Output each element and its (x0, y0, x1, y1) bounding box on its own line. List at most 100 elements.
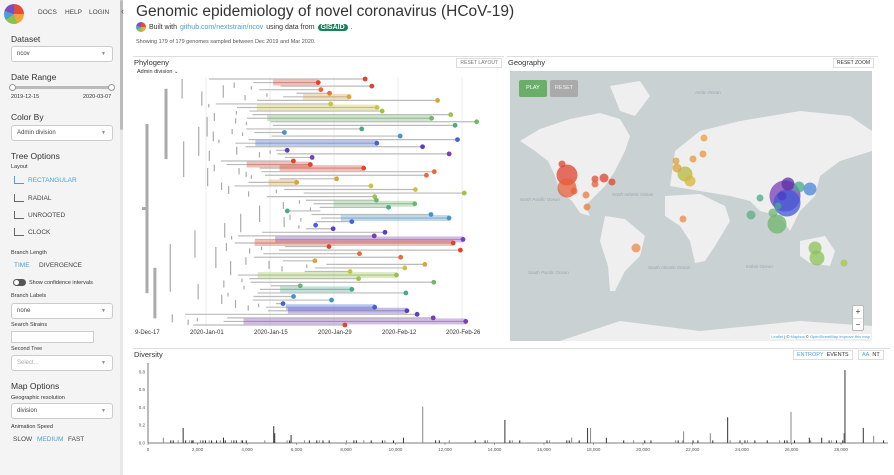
speed-slow[interactable]: SLOW (13, 436, 33, 443)
docs-link[interactable]: DOCS (38, 9, 57, 16)
reset-layout-button[interactable]: RESET LAYOUT (456, 58, 502, 68)
tree-tip (282, 130, 287, 135)
date-start: 2019-12-15 (11, 94, 40, 100)
geo-resolution-select[interactable]: division ▼ (11, 403, 113, 419)
slider-handle-start[interactable] (9, 83, 16, 91)
radial-icon (14, 194, 24, 202)
location-bubble (840, 259, 848, 267)
tree-tip (420, 144, 425, 150)
play-button[interactable]: PLAY (519, 80, 547, 97)
clade-highlight (273, 79, 319, 86)
entropy-bar (546, 440, 548, 443)
tree-tip (448, 112, 454, 118)
entropy-bar (346, 440, 347, 443)
entropy-bar (727, 417, 729, 443)
branch-labels-select[interactable]: none ▼ (11, 303, 113, 319)
date-range-slider[interactable] (9, 83, 115, 91)
entropy-chart[interactable]: 0.0 0.2 0.4 0.6 0.8 0 2,000 4,000 6,000 8,000 10,0… (133, 349, 890, 459)
clade-highlight (255, 140, 377, 147)
tree-tip (297, 283, 303, 289)
entropy-bar (274, 433, 276, 443)
toggle-switch[interactable] (13, 279, 26, 286)
entropy-bar (192, 440, 194, 443)
tree-tip (372, 304, 378, 310)
legend-label: Admin division (137, 69, 173, 75)
slider-handle-end[interactable] (108, 83, 115, 91)
events-button[interactable]: EVENTS (826, 352, 849, 358)
color-by-select[interactable]: Admin division ▼ (11, 125, 113, 141)
entropy-bar (746, 440, 748, 443)
nt-button[interactable]: NT (872, 352, 880, 358)
second-tree-select[interactable]: Select... ▼ (11, 355, 113, 371)
entropy-bar (744, 440, 746, 443)
collapse-sidebar-icon[interactable]: ‹ (121, 6, 124, 16)
leaflet-link[interactable]: Leaflet (771, 334, 784, 339)
sidebar-scrollbar[interactable] (120, 0, 123, 475)
map-options-label: Map Options (11, 381, 60, 391)
zoom-out-button[interactable]: − (855, 320, 861, 329)
entropy-bar (519, 440, 521, 443)
tree-tip (397, 133, 403, 139)
osm-link[interactable]: OpenStreetMap (809, 334, 839, 339)
entropy-bar (836, 440, 838, 443)
branch-divergence-button[interactable]: DIVERGENCE (39, 262, 82, 269)
confidence-toggle[interactable]: Show confidence intervals (13, 279, 93, 286)
y-tick-label: 0.8 (139, 369, 146, 374)
entropy-bar (435, 440, 437, 443)
layout-unrooted[interactable]: UNROOTED (14, 211, 65, 219)
location-bubble (699, 150, 707, 158)
phylogeny-tree[interactable] (133, 57, 504, 347)
layout-radial[interactable]: RADIAL (14, 194, 51, 202)
phylogeny-title: Phylogeny (134, 58, 170, 67)
tree-tip (455, 137, 460, 143)
zoom-in-button[interactable]: + (853, 306, 863, 319)
nextstrain-small-logo (136, 22, 146, 32)
tree-tip (398, 254, 404, 260)
diversity-panel: Diversity ENTROPY EVENTS AA NT 0.0 0.2 0.4 0.… (133, 348, 890, 458)
tree-tip (334, 176, 339, 182)
confidence-label: Show confidence intervals (29, 279, 93, 286)
tree-tip (373, 197, 379, 203)
gisaid-logo[interactable]: GISAID (317, 23, 348, 31)
map[interactable]: North Pacific Ocean North Atlantic Ocean S… (510, 71, 872, 341)
reset-zoom-button[interactable]: RESET ZOOM (833, 58, 874, 68)
tree-tip (386, 204, 391, 210)
reset-map-button[interactable]: RESET (550, 80, 578, 97)
x-tick-label: 28,000 (834, 447, 848, 452)
chevron-down-icon: ⌄ (174, 69, 179, 75)
entropy-bar (484, 440, 486, 443)
scrollbar-thumb[interactable] (120, 0, 123, 130)
improve-map-link[interactable]: Improve this map (838, 334, 870, 339)
entropy-bar (290, 435, 292, 443)
aa-button[interactable]: AA (862, 352, 870, 358)
tree-tip (371, 233, 377, 239)
entropy-button[interactable]: ENTROPY (797, 352, 824, 358)
speed-medium[interactable]: MEDIUM (37, 436, 64, 443)
entropy-bar (170, 440, 172, 443)
tree-tip (362, 76, 368, 82)
search-strains-input[interactable] (11, 331, 94, 343)
entropy-bar (808, 437, 810, 443)
login-link[interactable]: LOGIN (89, 9, 110, 16)
help-link[interactable]: HELP (65, 9, 82, 16)
nextstrain-logo[interactable] (4, 4, 24, 24)
location-bubble (774, 202, 782, 210)
second-tree-label: Second Tree (11, 346, 43, 352)
location-bubble (746, 210, 756, 220)
entropy-bar (363, 440, 365, 443)
layout-rectangular[interactable]: RECTANGULAR (14, 176, 77, 184)
dataset-select[interactable]: ncov ▼ (11, 46, 113, 62)
location-bubble (809, 250, 825, 266)
repo-link[interactable]: github.com/nextstrain/ncov (180, 23, 264, 31)
entropy-bar (438, 440, 440, 443)
branch-time-button[interactable]: TIME (14, 262, 30, 269)
tree-tip (382, 229, 388, 235)
entropy-bar (644, 440, 646, 443)
location-bubble (672, 163, 682, 173)
entropy-bar (177, 440, 179, 443)
layout-clock[interactable]: CLOCK (14, 228, 50, 236)
color-legend-toggle[interactable]: Admin division ⌄ (137, 69, 179, 75)
mapbox-link[interactable]: Mapbox (790, 334, 805, 339)
speed-fast[interactable]: FAST (68, 436, 85, 443)
layout-label-clock: CLOCK (28, 228, 51, 236)
